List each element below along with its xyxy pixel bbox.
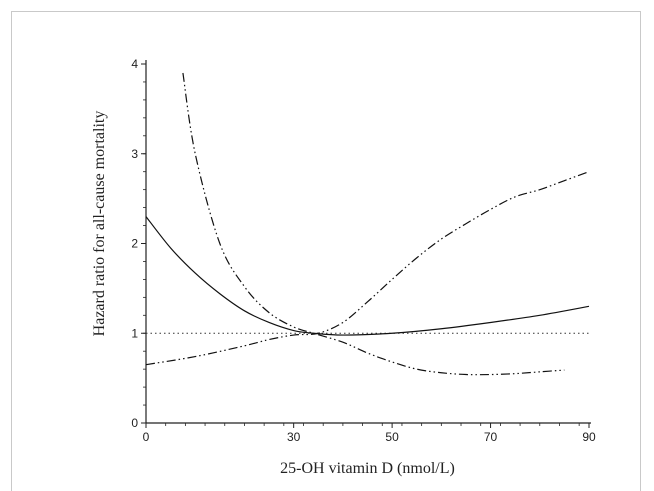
y-tick-label: 2 — [131, 237, 138, 251]
y-axis-title: Hazard ratio for all-cause mortality — [91, 111, 108, 337]
x-tick-label: 90 — [582, 430, 596, 444]
series-line-1 — [145, 216, 590, 336]
x-axis-title: 25-OH vitamin D (nmol/L) — [280, 460, 455, 477]
axis-ticks: 0 1 2 3 4 0 30 50 70 90 — [131, 57, 596, 444]
figure-frame — [11, 11, 641, 491]
x-tick-label: 50 — [385, 430, 399, 444]
x-tick-label: 70 — [484, 430, 498, 444]
y-tick-label: 0 — [131, 416, 138, 430]
y-tick-label: 4 — [131, 57, 138, 71]
series-line-2 — [182, 72, 565, 376]
axes — [145, 60, 591, 424]
y-tick-label: 3 — [131, 147, 138, 161]
series-layer — [145, 72, 590, 376]
y-tick-label: 1 — [131, 326, 138, 340]
series-line-3 — [145, 171, 590, 366]
x-tick-label: 30 — [287, 430, 301, 444]
x-tick-label: 0 — [143, 430, 150, 444]
